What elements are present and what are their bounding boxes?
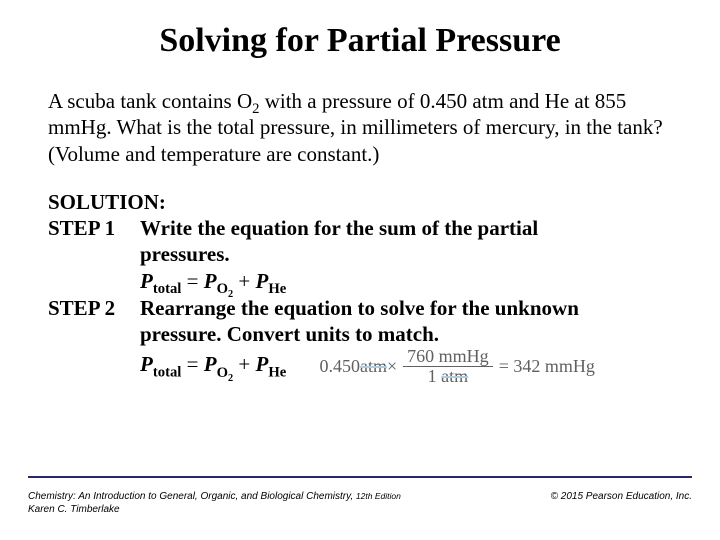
conv-times: ×	[387, 355, 397, 378]
slide: Solving for Partial Pressure A scuba tan…	[0, 0, 720, 540]
step1-row: STEP 1 Write the equation for the sum of…	[48, 215, 672, 241]
step2-label: STEP 2	[48, 295, 140, 321]
conv-num: 760 mmHg	[403, 347, 493, 367]
conv-fraction: 760 mmHg 1 atm	[403, 347, 493, 386]
slide-body: A scuba tank contains O2 with a pressure…	[0, 88, 720, 386]
conv-den: 1 atm	[424, 367, 473, 386]
problem-line1-b: with a pressure of 0.450 atm and He at	[259, 89, 589, 113]
eq2-p3: P	[255, 352, 268, 376]
step2-text-a: Rearrange the equation to solve for the …	[140, 295, 672, 321]
footer-book: Chemistry: An Introduction to General, O…	[28, 491, 356, 502]
eq1-eq: =	[181, 269, 203, 293]
eq1-p: P	[140, 269, 153, 293]
step1-text-b: pressures.	[48, 241, 672, 267]
conv-lhs-unit: atm	[360, 355, 387, 378]
solution-label: SOLUTION:	[48, 189, 672, 215]
problem-statement: A scuba tank contains O2 with a pressure…	[48, 88, 672, 167]
eq1-p2: P	[204, 269, 217, 293]
slide-title: Solving for Partial Pressure	[0, 0, 720, 88]
step2-row: STEP 2 Rearrange the equation to solve f…	[48, 295, 672, 321]
eq1-plus: +	[233, 269, 255, 293]
eq2-total: total	[153, 365, 182, 381]
footer: Chemistry: An Introduction to General, O…	[28, 490, 692, 516]
footer-edition: 12th Edition	[356, 491, 401, 501]
eq2-p: P	[140, 352, 153, 376]
step1-label: STEP 1	[48, 215, 140, 241]
step2-text-b: pressure. Convert units to match.	[48, 321, 672, 347]
footer-author: Karen C. Timberlake	[28, 504, 120, 515]
conv-result: = 342 mmHg	[499, 355, 595, 378]
eq2-o2: O2	[217, 365, 234, 381]
equation-1: Ptotal = PO2 + PHe	[48, 268, 672, 295]
unit-conversion: 0.450 atm × 760 mmHg 1 atm = 342 mmHg	[320, 347, 595, 386]
footer-right: © 2015 Pearson Education, Inc.	[551, 490, 692, 516]
conv-lhs-val: 0.450	[320, 355, 361, 378]
eq2-he: He	[268, 365, 286, 381]
problem-line1-a: A scuba tank contains O	[48, 89, 252, 113]
eq2-eq: =	[181, 352, 203, 376]
eq2-p2: P	[204, 352, 217, 376]
step1-text-a: Write the equation for the sum of the pa…	[140, 215, 672, 241]
eq2-plus: +	[233, 352, 255, 376]
footer-left: Chemistry: An Introduction to General, O…	[28, 490, 401, 516]
footer-copyright: © 2015 Pearson Education, Inc.	[551, 491, 692, 502]
equation-2: Ptotal = PO2 + PHe 0.450 atm × 760 mmHg …	[48, 347, 672, 386]
footer-rule	[28, 476, 692, 478]
eq1-p3: P	[255, 269, 268, 293]
